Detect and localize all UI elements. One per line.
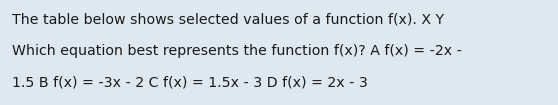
Text: 1.5 B f(x) = -3x - 2 C f(x) = 1.5x - 3 D f(x) = 2x - 3: 1.5 B f(x) = -3x - 2 C f(x) = 1.5x - 3 D… <box>12 76 368 90</box>
Text: Which equation best represents the function f(x)? A f(x) = -2x -: Which equation best represents the funct… <box>12 44 462 58</box>
Text: The table below shows selected values of a function f(x). X Y: The table below shows selected values of… <box>12 13 444 27</box>
